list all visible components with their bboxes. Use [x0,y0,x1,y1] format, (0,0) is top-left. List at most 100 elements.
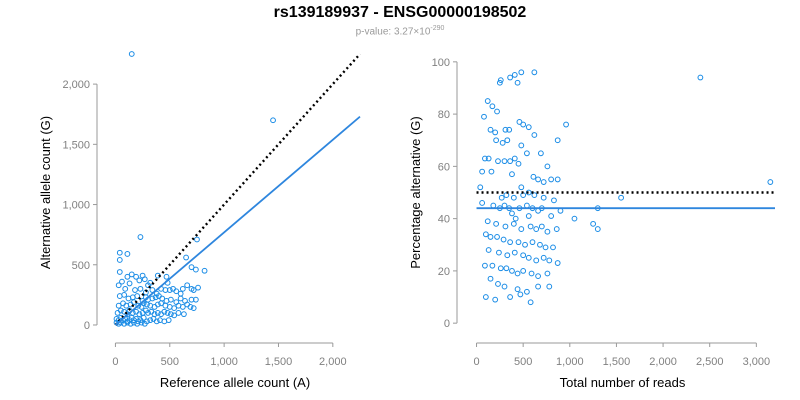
right-data-point [540,254,547,261]
right-data-point [511,249,518,256]
right-data-point [487,126,494,133]
right-data-point [550,244,556,251]
left-y-tick-label: 500 [72,260,90,272]
right-data-point [503,265,510,272]
right-data-point [514,270,521,277]
right-data-point [515,239,522,246]
right-scatter-plot: 0 20 40 60 80 100 0 500 1,000 1,500 2,000 2,500 3,00… [408,57,775,390]
right-data-point [546,283,553,290]
right-data-point [515,160,522,167]
right-data-point [502,126,509,133]
right-data-point [489,262,496,269]
right-data-point [542,244,549,251]
left-data-point [115,282,122,289]
right-x-tick-label: 2,000 [649,356,677,368]
right-data-point [511,155,518,162]
right-data-point [495,281,501,287]
right-data-point [504,252,511,259]
right-data-point [767,179,774,185]
right-data-point [488,168,495,175]
right-data-point [485,247,492,253]
right-data-point [520,267,527,274]
right-data-point [484,98,491,104]
right-data-point [496,79,503,86]
right-y-tick-label: 0 [444,318,450,330]
left-x-tick-label: 1,000 [210,356,238,368]
left-scatter-plot: 0 500 1,000 1,500 2,000 0 500 1,000 1,500 2,000 Re… [38,51,361,390]
right-data-point [563,121,569,128]
right-x-tick-label: 0 [473,356,479,368]
right-data-point [518,184,525,191]
left-data-point [167,296,174,303]
right-data-point [501,202,508,209]
right-y-axis-label: Percentage alternative (G) [408,116,423,268]
left-data-point [154,310,161,316]
right-y-tick-label: 20 [438,266,450,278]
left-data-point [167,311,174,318]
right-data-point [525,124,532,131]
right-data-point [537,241,543,248]
left-data-point [124,319,131,326]
right-data-point [507,239,514,246]
left-data-point [188,264,195,271]
left-data-point [136,277,143,284]
right-data-point [496,249,502,256]
left-data-point [179,304,186,310]
right-data-point [501,283,508,290]
right-data-point [520,252,527,259]
left-y-tick-label: 2,000 [62,79,90,91]
right-data-point [523,150,530,157]
right-data-point [533,226,540,232]
left-data-point [171,312,178,319]
left-data-point [136,311,143,318]
right-data-point [594,226,601,232]
right-x-tick-label: 3,000 [743,356,771,368]
left-data-point [190,287,197,293]
right-data-point [490,202,497,209]
right-data-point [494,108,500,115]
left-data-point [137,285,144,292]
left-y-tick-label: 1,000 [62,200,90,212]
right-data-point [533,257,540,264]
left-data-point [190,305,197,312]
right-data-point [531,69,538,76]
left-x-tick-label: 0 [112,356,118,368]
left-data-point [141,320,148,327]
left-x-tick-label: 2,000 [319,356,347,368]
left-data-point [126,280,133,287]
right-data-point [544,270,551,277]
right-data-point [489,103,496,110]
right-data-point [484,218,491,225]
right-data-point [527,299,534,306]
right-data-point [548,176,555,183]
left-data-point [163,273,170,280]
left-x-axis-label: Reference allele count (A) [160,375,310,390]
left-data-point [201,267,208,274]
right-data-point [498,194,505,201]
right-data-point [554,176,561,183]
right-data-point [497,77,504,84]
left-data-point [175,310,182,316]
right-data-point [531,192,538,199]
right-data-point [517,291,524,298]
right-data-point [512,215,519,222]
right-data-point [516,119,523,125]
right-data-point [522,241,528,248]
right-data-point [477,184,484,191]
right-data-point [535,273,541,280]
right-data-point [501,158,508,165]
left-data-point [140,314,147,321]
right-data-point [548,213,555,219]
right-data-point [618,194,625,201]
right-data-point [500,236,507,243]
p-value-text: p-value: 3.27×10 [355,26,431,38]
right-data-point [502,223,509,230]
left-data-point [165,317,172,324]
left-data-point [164,310,171,316]
right-data-point [495,158,501,165]
right-data-point [525,213,532,219]
right-data-point [493,220,500,227]
right-data-point [479,200,486,206]
right-data-point [527,223,534,230]
right-data-point [523,202,530,209]
